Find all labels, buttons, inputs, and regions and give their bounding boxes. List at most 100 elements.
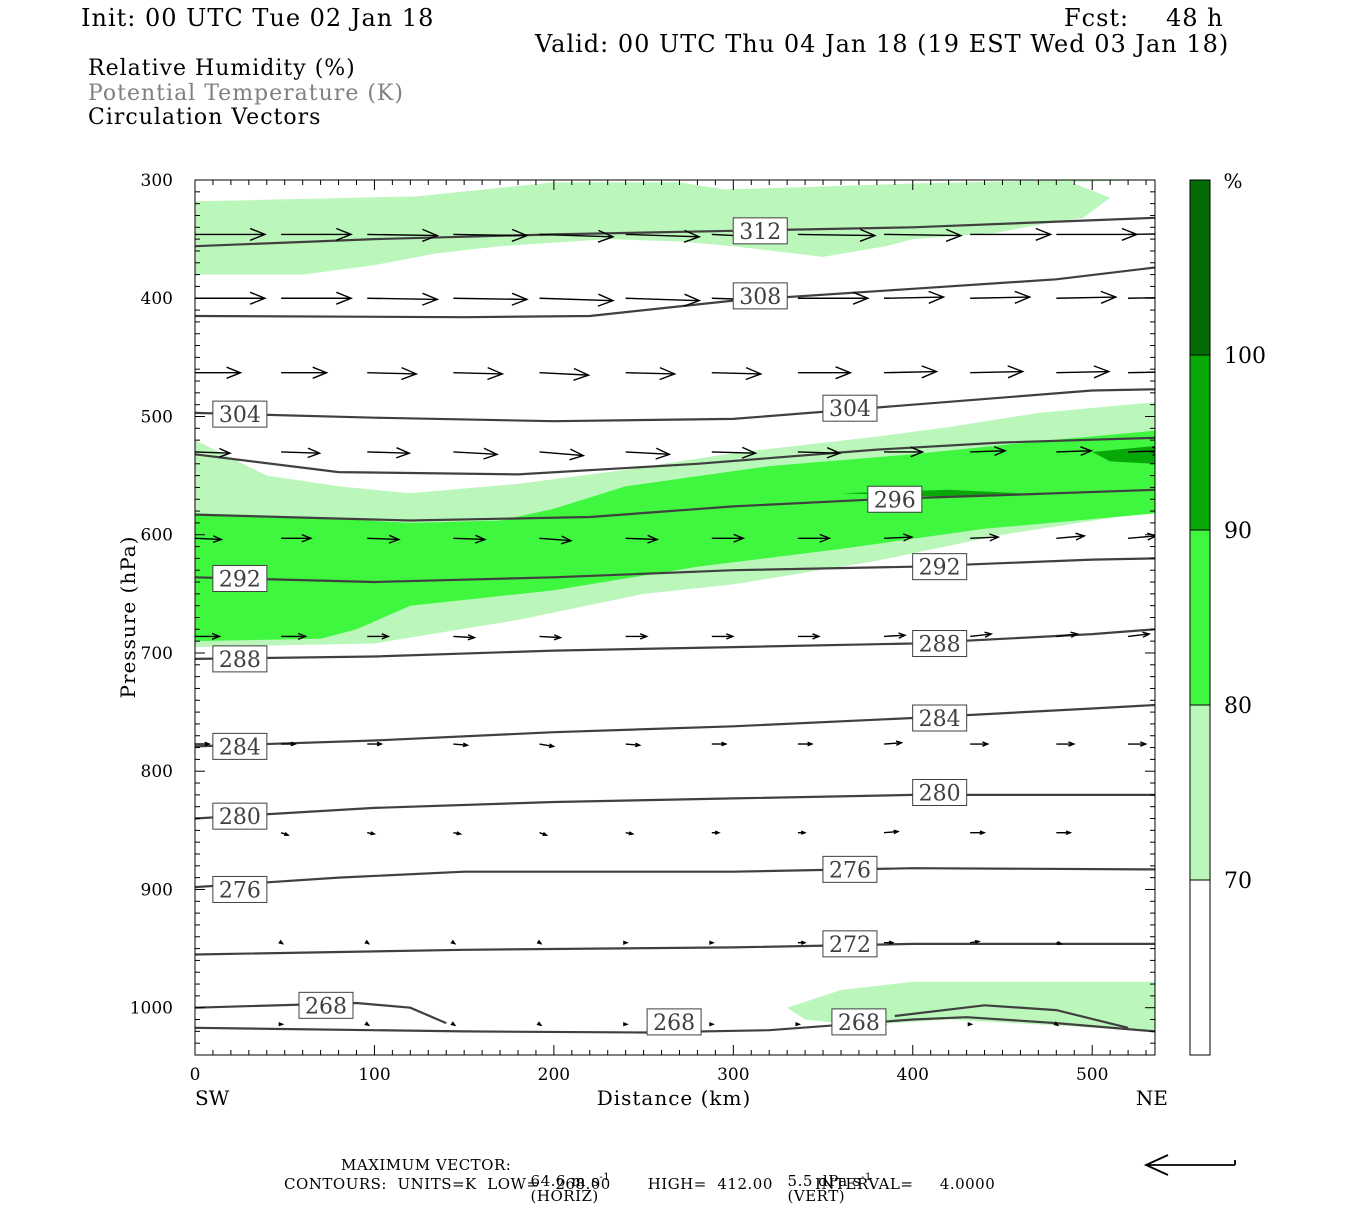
axes: 300 400 500 600 700 800 900 1000 0 100 200 300 400 50… xyxy=(130,171,1155,1085)
svg-text:280: 280 xyxy=(219,805,261,830)
vector-777-520 xyxy=(1128,741,1148,747)
vector-603-48 xyxy=(281,533,313,543)
vector-603-0 xyxy=(195,535,224,543)
vector-945-192 xyxy=(536,939,543,945)
vector-346-432 xyxy=(970,227,1053,241)
vector-400-48 xyxy=(281,291,353,305)
vector-463-384 xyxy=(884,365,939,379)
vector-530-384 xyxy=(884,446,925,458)
vector-463-48 xyxy=(281,366,329,379)
vector-603-432 xyxy=(970,533,1001,542)
vector-1014-432 xyxy=(967,1022,974,1027)
vector-530-96 xyxy=(367,447,412,459)
vector-686-336 xyxy=(797,633,821,640)
vector-945-48 xyxy=(278,939,284,945)
vector-400-0 xyxy=(195,291,267,305)
y-tick-label-400: 400 xyxy=(141,289,173,309)
legend-relative-humidity: Relative Humidity (%) xyxy=(88,56,356,81)
y-tick-label-700: 700 xyxy=(141,644,173,664)
vector-400-520 xyxy=(1128,297,1155,299)
y-tick-label-600: 600 xyxy=(141,526,173,546)
vector-400-336 xyxy=(797,291,870,305)
vector-346-384 xyxy=(884,228,963,242)
colorbar-label-90: 90 xyxy=(1224,519,1252,544)
vector-686-288 xyxy=(711,633,735,640)
vector-777-144 xyxy=(453,742,470,748)
theta-contour-288 xyxy=(195,628,1155,660)
vector-463-0 xyxy=(195,366,243,379)
vector-686-144 xyxy=(453,634,477,641)
svg-text:304: 304 xyxy=(829,397,871,422)
rh-region-70-1 xyxy=(195,180,1111,275)
y-tick-label-500: 500 xyxy=(141,407,173,427)
vector-530-432 xyxy=(970,446,1008,457)
vector-346-336 xyxy=(797,228,877,242)
vector-777-384 xyxy=(883,740,904,746)
vector-852-432 xyxy=(970,830,987,836)
theta-contour-304 xyxy=(195,388,1155,423)
x-tick-label-100: 100 xyxy=(358,1065,390,1085)
theta-label-280: 280 xyxy=(212,802,268,830)
theta-label-268: 268 xyxy=(831,1008,887,1036)
max-vector-horiz-exp: -1 xyxy=(599,1172,611,1183)
y-tick-label-900: 900 xyxy=(141,880,173,900)
vector-777-96 xyxy=(367,741,384,747)
svg-text:288: 288 xyxy=(219,648,261,673)
vector-852-288 xyxy=(711,830,721,835)
svg-text:268: 268 xyxy=(653,1011,695,1036)
vector-686-520 xyxy=(1128,631,1151,638)
svg-text:308: 308 xyxy=(739,285,781,310)
theta-contour-300 xyxy=(195,436,1155,476)
vector-346-192 xyxy=(539,229,615,243)
svg-text:292: 292 xyxy=(919,556,961,581)
vector-400-432 xyxy=(970,290,1032,304)
forecast-hour: 48 h xyxy=(1166,4,1224,32)
vector-530-520 xyxy=(1128,446,1155,457)
vector-686-96 xyxy=(367,633,391,640)
vector-945-480 xyxy=(1056,940,1063,946)
vector-603-288 xyxy=(711,533,746,543)
colorbar-label-80: 80 xyxy=(1224,694,1252,719)
theta-contour-284 xyxy=(195,703,1155,748)
legend-circulation-vectors: Circulation Vectors xyxy=(88,105,322,130)
svg-text:272: 272 xyxy=(829,933,871,958)
colorbar-segment-4 xyxy=(1190,180,1210,355)
svg-text:296: 296 xyxy=(874,488,916,513)
vector-1014-240 xyxy=(623,1022,629,1027)
theta-contour-280 xyxy=(195,793,1155,820)
vector-1014-480 xyxy=(1053,1021,1060,1027)
vector-400-480 xyxy=(1056,290,1118,304)
theta-label-304: 304 xyxy=(212,400,268,428)
vector-852-240 xyxy=(625,831,635,836)
contours-info: CONTOURS: UNITS=K LOW= 268.00 HIGH= 412.… xyxy=(284,1175,996,1193)
theta-label-292: 292 xyxy=(212,564,268,592)
vector-777-336 xyxy=(797,741,814,747)
vector-777-480 xyxy=(1056,741,1076,747)
vector-346-0 xyxy=(195,227,267,241)
vector-603-144 xyxy=(453,534,487,544)
vector-686-48 xyxy=(281,632,308,641)
vector-400-384 xyxy=(884,290,946,304)
svg-text:284: 284 xyxy=(919,707,961,732)
vector-1014-192 xyxy=(536,1021,543,1027)
vector-945-336 xyxy=(797,940,807,945)
vector-603-336 xyxy=(797,533,832,543)
theta-label-268: 268 xyxy=(646,1008,702,1036)
theta-contour-272 xyxy=(195,942,1155,956)
vector-463-480 xyxy=(1056,365,1111,379)
vector-530-0 xyxy=(195,447,232,458)
vector-603-96 xyxy=(367,534,401,544)
vector-400-144 xyxy=(453,292,529,306)
svg-text:292: 292 xyxy=(219,567,261,592)
vector-463-432 xyxy=(970,365,1025,379)
theta-contour-268 xyxy=(195,1001,447,1025)
theta-label-268: 268 xyxy=(298,991,354,1019)
vector-945-288 xyxy=(709,940,715,945)
vector-686-432 xyxy=(970,631,994,638)
theta-contour-268 xyxy=(894,1004,1129,1029)
vector-852-96 xyxy=(367,831,377,836)
theta-label-292: 292 xyxy=(912,553,968,581)
rh-region-80-3 xyxy=(195,430,1155,642)
vector-530-480 xyxy=(1056,446,1094,457)
